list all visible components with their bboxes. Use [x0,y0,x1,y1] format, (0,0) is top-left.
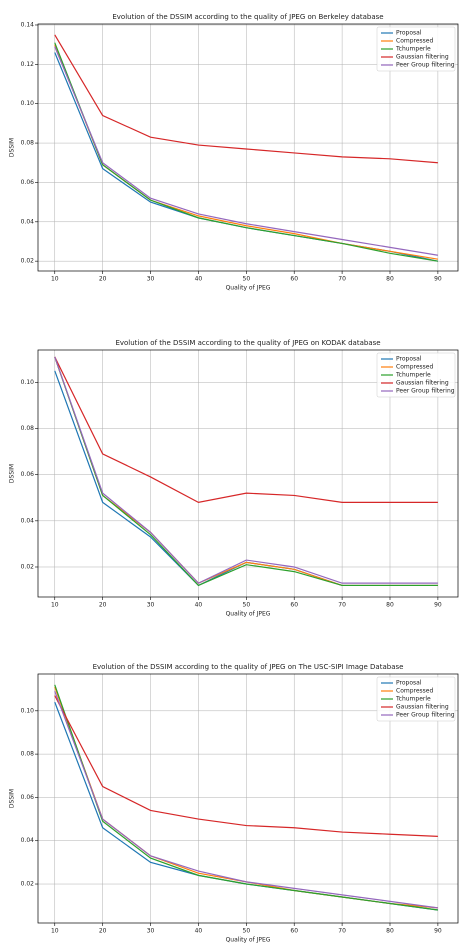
legend-label: Compressed [396,364,433,371]
series-line [54,42,438,262]
x-tick-label: 90 [434,276,442,283]
y-tick-label: 0.08 [21,751,35,758]
y-tick-label: 0.04 [21,517,35,524]
x-tick-label: 50 [243,276,251,283]
x-tick-label: 70 [338,602,346,609]
legend-box [376,26,456,72]
x-tick-label: 80 [386,602,394,609]
legend-label: Peer Group filtering [396,388,455,395]
legend-box [376,676,456,722]
x-tick-label: 50 [243,928,251,935]
legend-label: Proposal [396,356,422,363]
x-tick-label: 30 [147,602,155,609]
plot-frame [37,349,459,598]
x-tick-label: 70 [338,276,346,283]
x-tick-label: 20 [99,928,107,935]
legend-label: Compressed [396,38,433,45]
legend-label: Compressed [396,688,433,695]
x-tick-label: 70 [338,928,346,935]
x-tick-label: 40 [195,928,203,935]
chart: Evolution of the DSSIM according to the … [9,13,459,292]
series-line [54,695,438,837]
y-tick-label: 0.08 [21,140,35,147]
x-tick-label: 10 [51,276,59,283]
plot-frame [37,23,459,272]
series-line [54,34,438,164]
chart-title: Evolution of the DSSIM according to the … [93,663,404,671]
x-axis-label: Quality of JPEG [226,285,271,292]
chart-title: Evolution of the DSSIM according to the … [112,13,383,21]
y-tick-label: 0.10 [21,379,35,386]
legend-label: Tchumperle [395,696,431,703]
series-line [54,684,438,911]
plot-frame [37,673,459,924]
legend-label: Proposal [396,30,422,37]
y-axis-label: DSSIM [9,789,16,808]
x-tick-label: 60 [290,928,298,935]
x-tick-label: 60 [290,602,298,609]
x-axis-label: Quality of JPEG [226,937,271,944]
x-tick-label: 80 [386,276,394,283]
x-tick-label: 60 [290,276,298,283]
series-line [54,356,438,587]
y-tick-label: 0.12 [21,61,35,68]
y-tick-label: 0.04 [21,837,35,844]
chart: Evolution of the DSSIM according to the … [9,663,459,944]
x-tick-label: 10 [51,602,59,609]
legend-label: Proposal [396,680,422,687]
chart-title: Evolution of the DSSIM according to the … [115,339,380,347]
legend-label: Tchumperle [395,372,431,379]
y-tick-label: 0.02 [21,258,35,265]
y-tick-label: 0.06 [21,471,35,478]
y-tick-label: 0.10 [21,100,35,107]
x-tick-label: 30 [147,276,155,283]
legend-label: Peer Group filtering [396,62,455,69]
legend-label: Peer Group filtering [396,712,455,719]
legend-label: Gaussian filtering [396,54,449,61]
y-tick-label: 0.02 [21,563,35,570]
y-axis-label: DSSIM [9,138,16,157]
series-line [54,46,438,256]
legend-label: Gaussian filtering [396,380,449,387]
x-tick-label: 90 [434,602,442,609]
x-tick-label: 20 [99,602,107,609]
x-tick-label: 40 [195,276,203,283]
x-axis-label: Quality of JPEG [226,611,271,618]
y-tick-label: 0.04 [21,218,35,225]
y-tick-label: 0.02 [21,881,35,888]
x-tick-label: 90 [434,928,442,935]
series-line [54,691,438,909]
chart: Evolution of the DSSIM according to the … [9,339,459,618]
y-axis-label: DSSIM [9,464,16,483]
y-tick-label: 0.14 [21,21,35,28]
x-tick-label: 80 [386,928,394,935]
x-tick-label: 10 [51,928,59,935]
x-tick-label: 20 [99,276,107,283]
y-tick-label: 0.06 [21,794,35,801]
y-tick-label: 0.08 [21,425,35,432]
y-tick-label: 0.06 [21,179,35,186]
legend-label: Gaussian filtering [396,704,449,711]
x-tick-label: 30 [147,928,155,935]
y-tick-label: 0.10 [21,707,35,714]
x-tick-label: 40 [195,602,203,609]
legend-box [376,352,456,398]
x-tick-label: 50 [243,602,251,609]
series-line [54,356,438,584]
legend-label: Tchumperle [395,46,431,53]
series-line [54,356,438,503]
